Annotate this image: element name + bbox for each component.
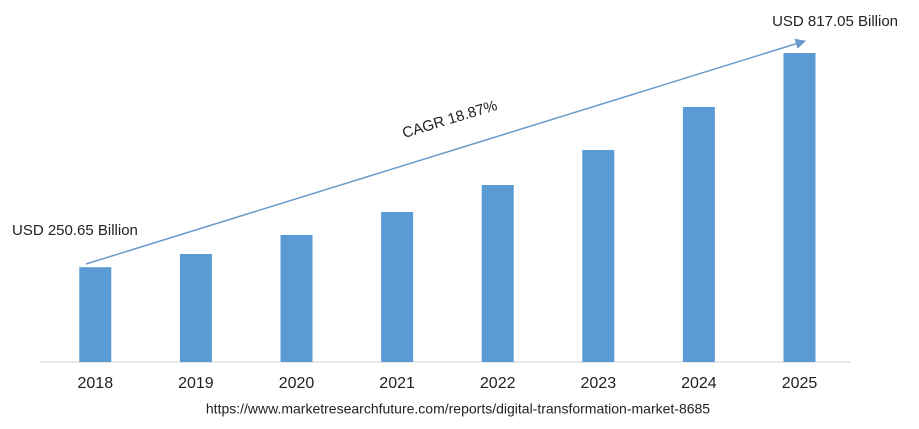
bar xyxy=(79,267,112,362)
source-url: https://www.marketresearchfuture.com/rep… xyxy=(206,401,710,417)
x-tick-label: 2018 xyxy=(78,375,114,392)
bar xyxy=(682,106,715,362)
x-tick-label: 2023 xyxy=(581,375,617,392)
bar xyxy=(280,235,313,362)
bar xyxy=(381,212,414,362)
value-label: USD 250.65 Billion xyxy=(12,222,138,239)
x-tick-label: 2019 xyxy=(178,375,214,392)
bar xyxy=(481,185,514,362)
bar xyxy=(783,53,816,362)
cagr-label: CAGR 18.87% xyxy=(400,97,499,142)
x-tick-label: 2024 xyxy=(681,375,717,392)
bar xyxy=(179,253,212,362)
x-tick-label: 2021 xyxy=(379,375,415,392)
x-tick-label: 2025 xyxy=(782,375,818,392)
cagr-arrow xyxy=(85,38,807,265)
x-tick-label: 2022 xyxy=(480,375,516,392)
x-tick-label: 2020 xyxy=(279,375,315,392)
value-label: USD 817.05 Billion xyxy=(772,13,898,30)
bar xyxy=(582,149,615,362)
